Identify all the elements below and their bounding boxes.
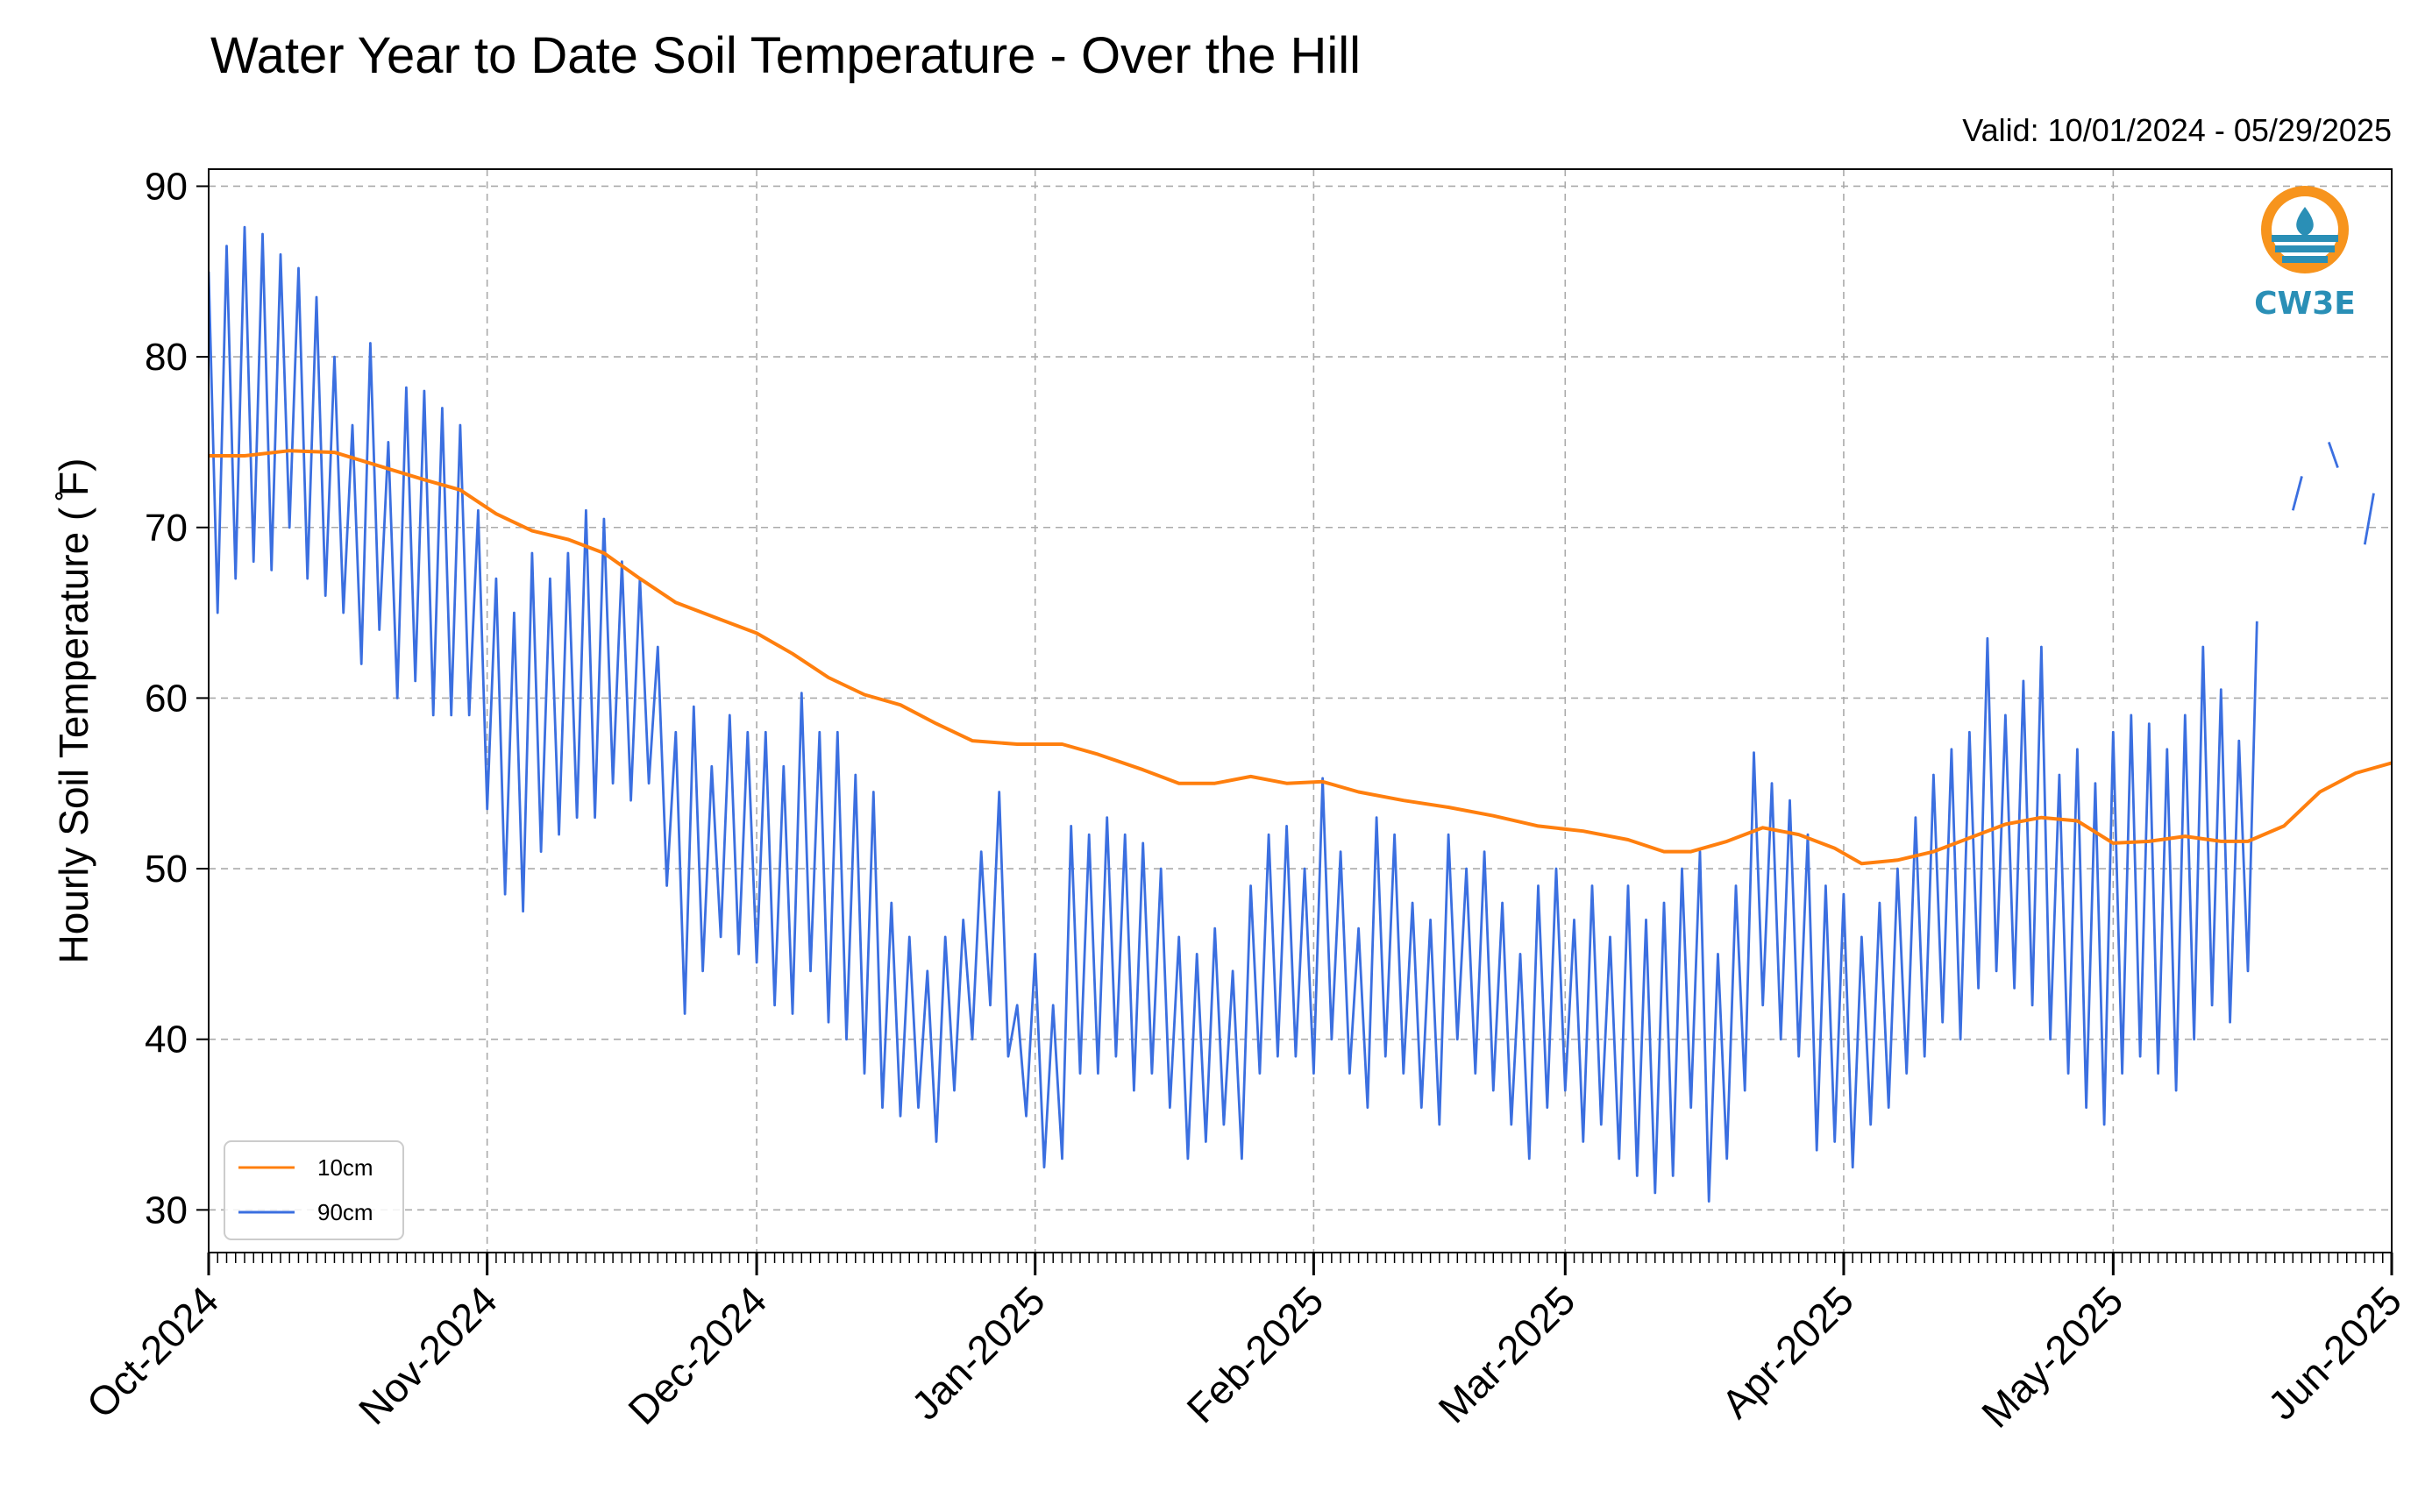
x-tick-label: Mar-2025: [1429, 1277, 1583, 1431]
x-tick-label: Jun-2025: [2259, 1277, 2410, 1428]
series-line-90cm: [209, 225, 2375, 1203]
y-tick-label: 50: [145, 848, 188, 891]
y-tick-label: 30: [145, 1189, 188, 1232]
y-axis: 30 40 50 60 70 80 90: [145, 165, 209, 1232]
cw3e-logo: CW3E: [2254, 186, 2356, 322]
y-tick-label: 90: [145, 165, 188, 208]
x-minor-ticks: [208, 1253, 2393, 1263]
legend-box: [224, 1140, 404, 1240]
water-drop-icon: [2296, 207, 2314, 237]
chart-title: Water Year to Date Soil Temperature - Ov…: [210, 27, 1362, 84]
x-axis: Oct-2024 Nov-2024 Dec-2024 Jan-2025 Feb-2025…: [78, 1253, 2410, 1437]
logo-text: CW3E: [2254, 286, 2356, 322]
x-tick-label: Apr-2025: [1712, 1277, 1862, 1427]
x-tick-label: Jan-2025: [902, 1277, 1053, 1428]
valid-date-range: Valid: 10/01/2024 - 05/29/2025: [1962, 112, 2392, 148]
x-tick-label: Nov-2024: [350, 1277, 506, 1433]
y-tick-label: 80: [145, 336, 188, 379]
plot-frame: [208, 168, 2393, 1253]
y-tick-label: 70: [145, 507, 188, 550]
y-axis-label: Hourly Soil Temperature ( ̊F): [51, 458, 96, 964]
series-line-10cm: [209, 449, 2392, 866]
legend: 10cm 90cm: [224, 1140, 404, 1240]
legend-label-10cm: 10cm: [317, 1154, 373, 1181]
grid: [209, 169, 2392, 1253]
y-tick-label: 60: [145, 677, 188, 720]
x-tick-label: Oct-2024: [78, 1277, 228, 1427]
x-tick-label: Dec-2024: [619, 1277, 775, 1433]
series-lines: [209, 225, 2392, 1203]
x-tick-label: May-2025: [1973, 1277, 2131, 1436]
y-tick-label: 40: [145, 1019, 188, 1061]
x-tick-label: Feb-2025: [1177, 1277, 1332, 1431]
legend-label-90cm: 90cm: [317, 1199, 373, 1225]
